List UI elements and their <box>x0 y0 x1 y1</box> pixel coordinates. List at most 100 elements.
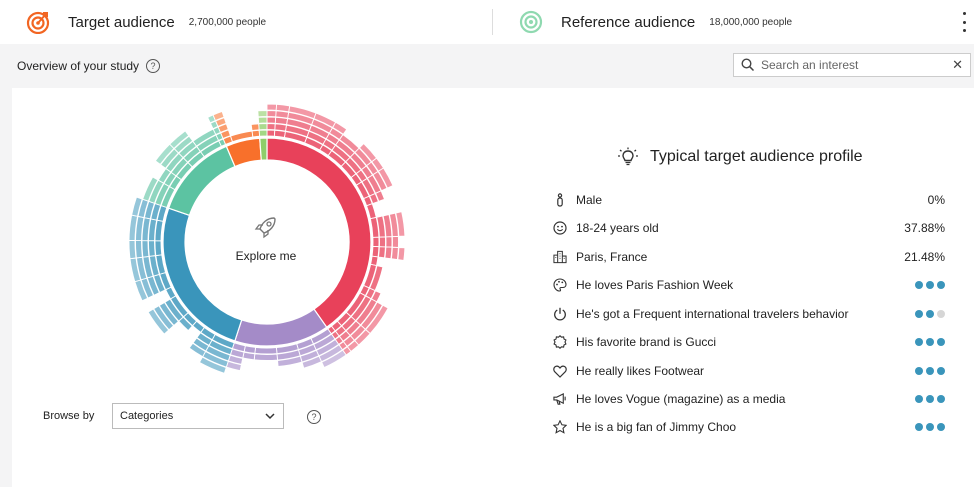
sunburst-subsegment[interactable] <box>131 196 143 217</box>
sunburst-subsegment[interactable] <box>135 240 143 259</box>
profile-trait-value: 0% <box>927 193 945 207</box>
sunburst-subsegment[interactable] <box>148 240 156 257</box>
sunburst-subsegment[interactable] <box>377 246 386 259</box>
sunburst-subsegment[interactable] <box>397 247 406 261</box>
sunburst-subsegment[interactable] <box>266 123 276 131</box>
profile-trait-value: 37.88% <box>904 221 945 235</box>
sunburst-subsegment[interactable] <box>212 110 225 122</box>
affinity-dots <box>915 395 945 403</box>
affinity-dots <box>915 310 945 318</box>
sunburst-subsegment[interactable] <box>266 116 277 124</box>
affinity-dot-filled <box>915 338 923 346</box>
sunburst-subsegment[interactable] <box>196 332 213 346</box>
profile-trait-value: 21.48% <box>904 250 945 264</box>
overview-heading: Overview of your study ? <box>17 59 161 73</box>
sunburst-subsegment[interactable] <box>266 129 276 137</box>
sunburst-subsegment[interactable] <box>215 117 227 128</box>
affinity-dot-filled <box>937 338 945 346</box>
browse-by-value: Categories <box>120 410 174 422</box>
sunburst-subsegment[interactable] <box>164 298 184 322</box>
sunburst-subsegment[interactable] <box>374 190 386 202</box>
sunburst-subsegment[interactable] <box>242 351 256 361</box>
profile-trait-row: He's got a Frequent international travel… <box>553 304 945 324</box>
sunburst-subsegment[interactable] <box>274 123 288 132</box>
sunburst-subsegment[interactable] <box>142 176 159 202</box>
affinity-dot-filled <box>915 395 923 403</box>
palette-icon <box>553 278 567 292</box>
sunburst-subsegment[interactable] <box>173 135 194 154</box>
target-icon <box>26 11 50 34</box>
sunburst-subsegment[interactable] <box>192 337 210 352</box>
target-audience-tab[interactable]: Target audience 2,700,000 people <box>26 0 266 44</box>
profile-trait-label: He really likes Footwear <box>576 364 705 378</box>
sunburst-subsegment[interactable] <box>372 236 380 248</box>
sunburst-chart[interactable] <box>125 100 410 385</box>
affinity-dot-filled <box>937 423 945 431</box>
sunburst-subsegment[interactable] <box>198 356 227 374</box>
sunburst-subsegment[interactable] <box>220 129 231 140</box>
sunburst-subsegment[interactable] <box>257 110 268 118</box>
reference-audience-count: 18,000,000 people <box>709 16 793 28</box>
sunburst-subsegment[interactable] <box>254 346 278 355</box>
smiley-icon <box>553 221 567 235</box>
affinity-dot-empty <box>937 310 945 318</box>
profile-trait-label: He's got a Frequent international travel… <box>576 307 849 321</box>
sunburst-subsegment[interactable] <box>274 116 289 126</box>
badge-icon <box>553 335 567 349</box>
sunburst-subsegment[interactable] <box>277 355 303 367</box>
sunburst-subsegment[interactable] <box>141 240 150 258</box>
affinity-dots <box>915 338 945 346</box>
sunburst-subsegment[interactable] <box>266 103 278 111</box>
kebab-menu-icon[interactable] <box>958 12 970 32</box>
sunburst-subsegment[interactable] <box>275 103 291 113</box>
sunburst-subsegment[interactable] <box>257 116 268 124</box>
sunburst-subsegment[interactable] <box>250 123 260 132</box>
sunburst-segment[interactable] <box>259 137 268 161</box>
sunburst-subsegment[interactable] <box>188 342 207 358</box>
sunburst-subsegment[interactable] <box>217 123 229 134</box>
sunburst-subsegment[interactable] <box>391 235 399 248</box>
sunburst-subsegment[interactable] <box>128 239 137 260</box>
sunburst-subsegment[interactable] <box>147 308 170 335</box>
sunburst-subsegment[interactable] <box>372 170 388 192</box>
male-icon <box>553 193 567 207</box>
profile-trait-row: He loves Vogue (magazine) as a media <box>553 389 945 409</box>
sunburst-subsegment[interactable] <box>378 236 386 248</box>
affinity-dot-filled <box>926 423 934 431</box>
sunburst-subsegment[interactable] <box>258 129 268 137</box>
sunburst-center[interactable] <box>186 161 348 323</box>
help-icon[interactable]: ? <box>146 59 161 73</box>
sunburst-subsegment[interactable] <box>385 236 393 248</box>
browse-by-select[interactable]: Categories <box>112 403 284 429</box>
search-icon <box>741 58 755 72</box>
explore-button[interactable]: Explore me <box>206 214 326 263</box>
profile-trait-row: Paris, France 21.48% <box>553 247 945 267</box>
sunburst-subsegment[interactable] <box>153 305 175 331</box>
close-icon[interactable]: ✕ <box>952 57 963 72</box>
help-icon[interactable]: ? <box>307 410 321 424</box>
search-input[interactable] <box>761 58 941 72</box>
sunburst-subsegment[interactable] <box>377 167 394 189</box>
affinity-dots <box>915 281 945 289</box>
sunburst-subsegment[interactable] <box>321 349 347 369</box>
sunburst-subsegment[interactable] <box>301 355 323 369</box>
sunburst-subsegment[interactable] <box>154 240 163 257</box>
reference-audience-tab[interactable]: Reference audience 18,000,000 people <box>519 0 792 44</box>
sunburst-subsegment[interactable] <box>369 192 379 205</box>
sunburst-subsegment[interactable] <box>251 129 261 138</box>
profile-trait-row: His favorite brand is Gucci <box>553 332 945 352</box>
sunburst-subsegment[interactable] <box>395 211 406 237</box>
sunburst-subsegment[interactable] <box>169 130 190 150</box>
profile-title: Typical target audience profile <box>617 147 863 167</box>
sunburst-subsegment[interactable] <box>266 110 277 118</box>
sunburst-subsegment[interactable] <box>332 121 348 135</box>
header-divider <box>492 9 493 35</box>
reference-audience-title: Reference audience <box>561 13 696 31</box>
sunburst-subsegment[interactable] <box>258 123 268 131</box>
sunburst-subsegment[interactable] <box>253 353 279 361</box>
sunburst-subsegment[interactable] <box>273 129 286 138</box>
sunburst-subsegment[interactable] <box>158 301 180 327</box>
sunburst-subsegment[interactable] <box>390 246 399 261</box>
sunburst-subsegment[interactable] <box>384 246 393 260</box>
sunburst-subsegment[interactable] <box>371 245 380 258</box>
